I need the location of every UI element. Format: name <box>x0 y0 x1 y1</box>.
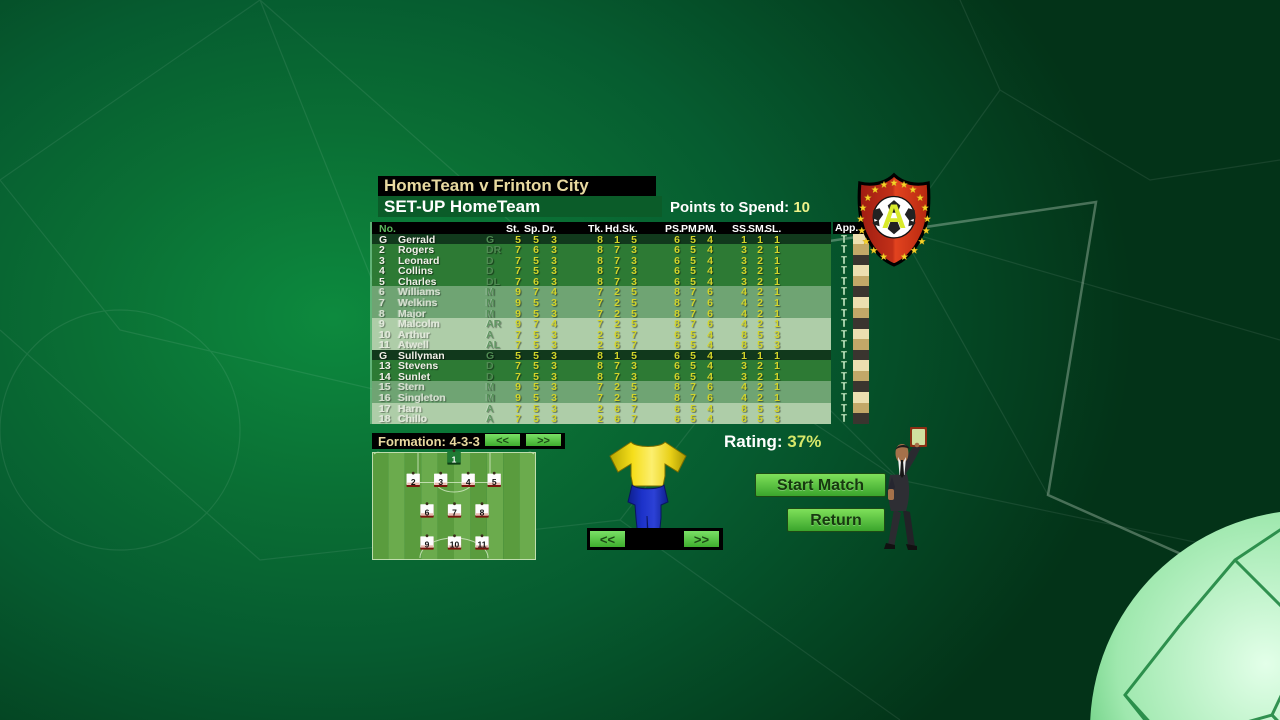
svg-text:A: A <box>882 198 907 236</box>
